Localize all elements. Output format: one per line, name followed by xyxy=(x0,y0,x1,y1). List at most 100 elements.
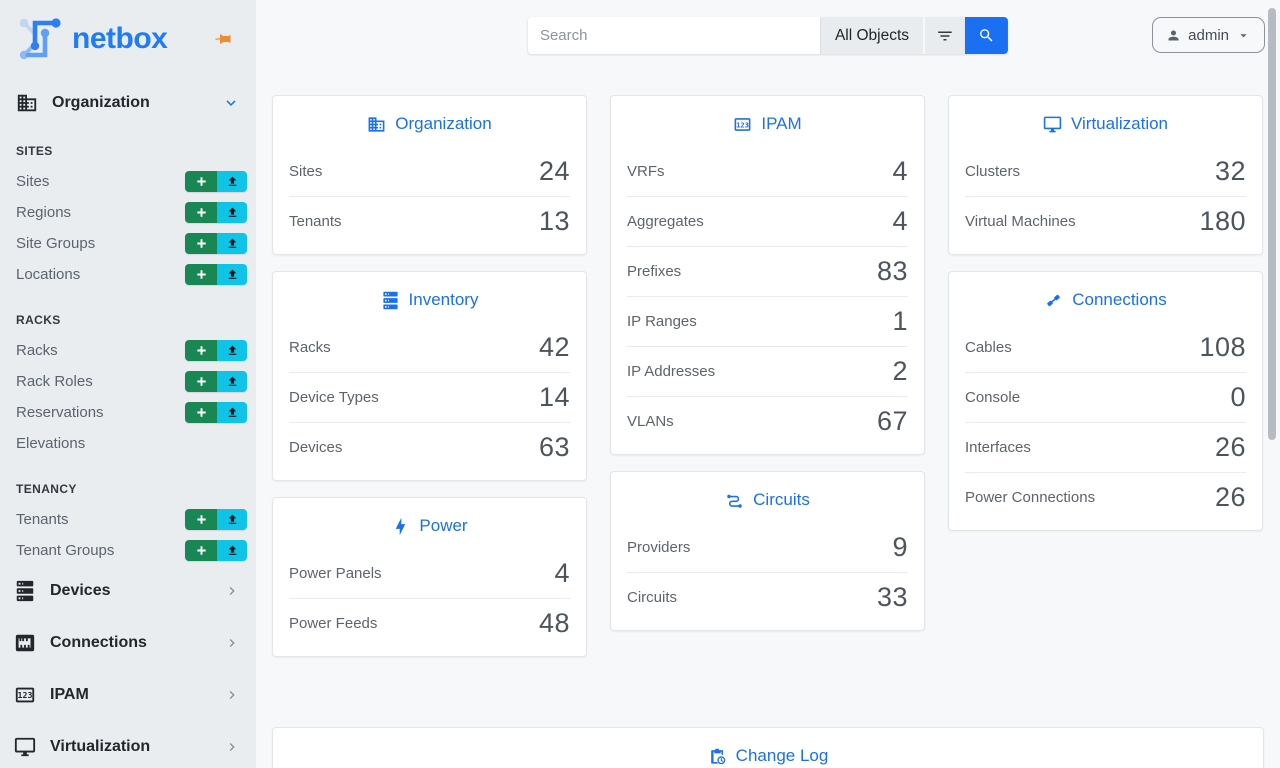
plus-icon[interactable] xyxy=(185,232,217,254)
plus-icon[interactable] xyxy=(185,201,217,223)
plus-icon[interactable] xyxy=(185,370,217,392)
search-scope-select[interactable]: All Objects xyxy=(819,17,924,54)
sidebar-item-label: Organization xyxy=(52,94,150,111)
stat-row-ip-ranges[interactable]: IP Ranges 1 xyxy=(627,296,908,346)
bolt-icon xyxy=(391,517,410,536)
magnify-icon[interactable] xyxy=(965,17,1009,54)
sidebar-item-tenant-groups[interactable]: Tenant Groups xyxy=(16,537,247,563)
filter-icon[interactable] xyxy=(923,17,966,54)
upload-icon[interactable] xyxy=(217,539,247,561)
sidebar-item-reservations[interactable]: Reservations xyxy=(16,399,247,425)
stat-label: Clusters xyxy=(965,162,1021,180)
sidebar: netbox Organization SITES Sites Regions … xyxy=(0,0,256,768)
sidebar-item-locations[interactable]: Locations xyxy=(16,261,247,287)
sidebar-item-organization[interactable]: Organization xyxy=(16,88,240,118)
sidebar-item-label: Reservations xyxy=(16,403,104,421)
card-title[interactable]: Inventory xyxy=(273,272,586,322)
stat-row-ip-addresses[interactable]: IP Addresses 2 xyxy=(627,346,908,396)
stat-row-clusters[interactable]: Clusters 32 xyxy=(965,146,1246,196)
card-power: Power Power Panels 4 Power Feeds 48 xyxy=(272,497,587,657)
upload-icon[interactable] xyxy=(217,263,247,285)
plus-icon[interactable] xyxy=(185,508,217,530)
brand[interactable]: netbox xyxy=(0,0,256,64)
plus-icon[interactable] xyxy=(185,339,217,361)
card-title[interactable]: Change Log xyxy=(273,728,1263,768)
stat-row-sites[interactable]: Sites 24 xyxy=(289,146,570,196)
upload-icon[interactable] xyxy=(217,370,247,392)
upload-icon[interactable] xyxy=(217,232,247,254)
stat-value: 1 xyxy=(892,306,908,336)
card-title[interactable]: Virtualization xyxy=(949,96,1262,146)
card-title[interactable]: Organization xyxy=(273,96,586,146)
stat-row-providers[interactable]: Providers 9 xyxy=(627,522,908,572)
stat-row-devices[interactable]: Devices 63 xyxy=(289,422,570,472)
stat-label: VLANs xyxy=(627,413,674,430)
sidebar-item-site-groups[interactable]: Site Groups xyxy=(16,230,247,256)
card-title[interactable]: Connections xyxy=(949,272,1262,322)
sidebar-item-tenants[interactable]: Tenants xyxy=(16,506,247,532)
sidebar-item-label: IPAM xyxy=(50,686,89,703)
card-virtualization: Virtualization Clusters 32 Virtual Machi… xyxy=(948,95,1263,255)
plus-icon[interactable] xyxy=(185,170,217,192)
search-input[interactable] xyxy=(527,17,820,54)
card-title[interactable]: 123 IPAM xyxy=(611,96,924,146)
monitor-icon xyxy=(1043,115,1062,134)
sidebar-item-ipam[interactable]: 123 IPAM xyxy=(14,673,240,717)
card-inventory: Inventory Racks 42 Device Types 14 Devic… xyxy=(272,271,587,481)
stat-row-tenants[interactable]: Tenants 13 xyxy=(289,196,570,246)
sidebar-item-virtualization[interactable]: Virtualization xyxy=(14,725,240,768)
stat-label: Virtual Machines xyxy=(965,213,1076,230)
svg-text:123: 123 xyxy=(736,120,749,129)
upload-icon[interactable] xyxy=(217,170,247,192)
sidebar-group-header: RACKS xyxy=(16,313,61,327)
stat-label: Aggregates xyxy=(627,213,704,230)
upload-icon[interactable] xyxy=(217,339,247,361)
upload-icon[interactable] xyxy=(217,508,247,530)
chevron-right-icon xyxy=(224,739,240,755)
sidebar-item-elevations[interactable]: Elevations xyxy=(16,430,247,456)
stat-row-vrfs[interactable]: VRFs 4 xyxy=(627,146,908,196)
scrollbar[interactable] xyxy=(1268,8,1276,440)
upload-icon[interactable] xyxy=(217,401,247,423)
pin-icon[interactable] xyxy=(214,30,232,48)
sidebar-item-devices[interactable]: Devices xyxy=(14,569,240,613)
item-actions xyxy=(185,232,247,254)
stat-row-aggregates[interactable]: Aggregates 4 xyxy=(627,196,908,246)
stat-row-prefixes[interactable]: Prefixes 83 xyxy=(627,246,908,296)
stat-row-virtual-machines[interactable]: Virtual Machines 180 xyxy=(965,196,1246,246)
plus-icon[interactable] xyxy=(185,539,217,561)
stat-row-interfaces[interactable]: Interfaces 26 xyxy=(965,422,1246,472)
stat-row-cables[interactable]: Cables 108 xyxy=(965,322,1246,372)
card-title[interactable]: Circuits xyxy=(611,472,924,522)
card-ipam: 123 IPAM VRFs 4 Aggregates 4 Prefixes 83… xyxy=(610,95,925,455)
stat-row-racks[interactable]: Racks 42 xyxy=(289,322,570,372)
counter-icon: 123 xyxy=(733,115,752,134)
sidebar-item-rack-roles[interactable]: Rack Roles xyxy=(16,368,247,394)
plus-icon[interactable] xyxy=(185,263,217,285)
stat-row-power-panels[interactable]: Power Panels 4 xyxy=(289,548,570,598)
cable-icon xyxy=(1044,291,1063,310)
brand-title: netbox xyxy=(72,22,168,55)
stat-value: 48 xyxy=(538,608,570,638)
stat-row-circuits[interactable]: Circuits 33 xyxy=(627,572,908,622)
stat-row-console[interactable]: Console 0 xyxy=(965,372,1246,422)
sidebar-group-header: SITES xyxy=(16,144,53,158)
caret-down-icon xyxy=(1236,28,1251,43)
plus-icon[interactable] xyxy=(185,401,217,423)
sidebar-item-regions[interactable]: Regions xyxy=(16,199,247,225)
card-title[interactable]: Power xyxy=(273,498,586,548)
stat-row-vlans[interactable]: VLANs 67 xyxy=(627,396,908,446)
sidebar-item-racks[interactable]: Racks xyxy=(16,337,247,363)
stat-row-power-connections[interactable]: Power Connections 26 xyxy=(965,472,1246,522)
upload-icon[interactable] xyxy=(217,201,247,223)
stat-label: Device Types xyxy=(289,389,379,406)
stat-row-power-feeds[interactable]: Power Feeds 48 xyxy=(289,598,570,648)
user-menu-button[interactable]: admin xyxy=(1152,17,1265,53)
item-actions xyxy=(185,508,247,530)
sidebar-item-connections[interactable]: Connections xyxy=(14,621,240,665)
sidebar-item-label: Tenant Groups xyxy=(16,541,115,559)
item-actions xyxy=(185,170,247,192)
stat-row-device-types[interactable]: Device Types 14 xyxy=(289,372,570,422)
sidebar-item-sites[interactable]: Sites xyxy=(16,168,247,194)
stat-value: 0 xyxy=(1230,382,1246,412)
